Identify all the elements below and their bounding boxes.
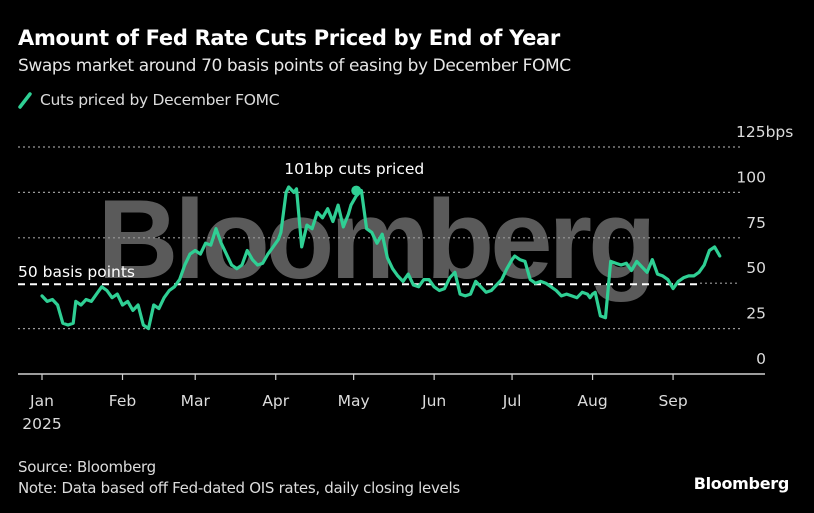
y-tick-label: 75 (746, 214, 766, 232)
x-tick-label: Jul (502, 392, 522, 410)
x-tick-label: Jun (421, 392, 446, 410)
series-line-cuts-priced (40, 185, 722, 331)
peak-annotation: 101bp cuts priced (284, 160, 424, 178)
y-tick-label: 25 (746, 305, 766, 323)
x-tick-label: Jan (29, 392, 54, 410)
bloomberg-logo: Bloomberg (693, 474, 790, 493)
y-axis: 0 25 50 75 100 125bps (736, 123, 793, 368)
x-tick-label: Apr (262, 392, 289, 410)
x-tick-label: Feb (109, 392, 136, 410)
x-tick-label: 2025 (22, 415, 61, 433)
y-tick-label: 100 (736, 168, 766, 186)
x-tick-label: Mar (181, 392, 211, 410)
watermark: Bloomberg (97, 177, 652, 302)
data-note: Note: Data based off Fed-dated OIS rates… (18, 479, 460, 497)
fifty-bp-label: 50 basis points (18, 263, 135, 281)
legend: Cuts priced by December FOMC (18, 91, 280, 109)
source-note: Source: Bloomberg (18, 458, 156, 476)
chart-subtitle: Swaps market around 70 basis points of e… (18, 56, 571, 76)
x-tick-label: May (338, 392, 370, 410)
y-tick-label: 125bps (736, 123, 793, 141)
x-tick-label: Sep (658, 392, 687, 410)
y-tick-label: 0 (756, 350, 766, 368)
line-swatch-icon (18, 92, 32, 109)
legend-label: Cuts priced by December FOMC (40, 91, 280, 109)
chart-title: Amount of Fed Rate Cuts Priced by End of… (18, 26, 560, 50)
peak-marker (351, 185, 362, 196)
y-tick-label: 50 (746, 259, 766, 277)
x-tick-label: Aug (577, 392, 607, 410)
x-axis: Jan 2025 Feb Mar Apr May Jun Jul Aug Sep (18, 373, 765, 433)
